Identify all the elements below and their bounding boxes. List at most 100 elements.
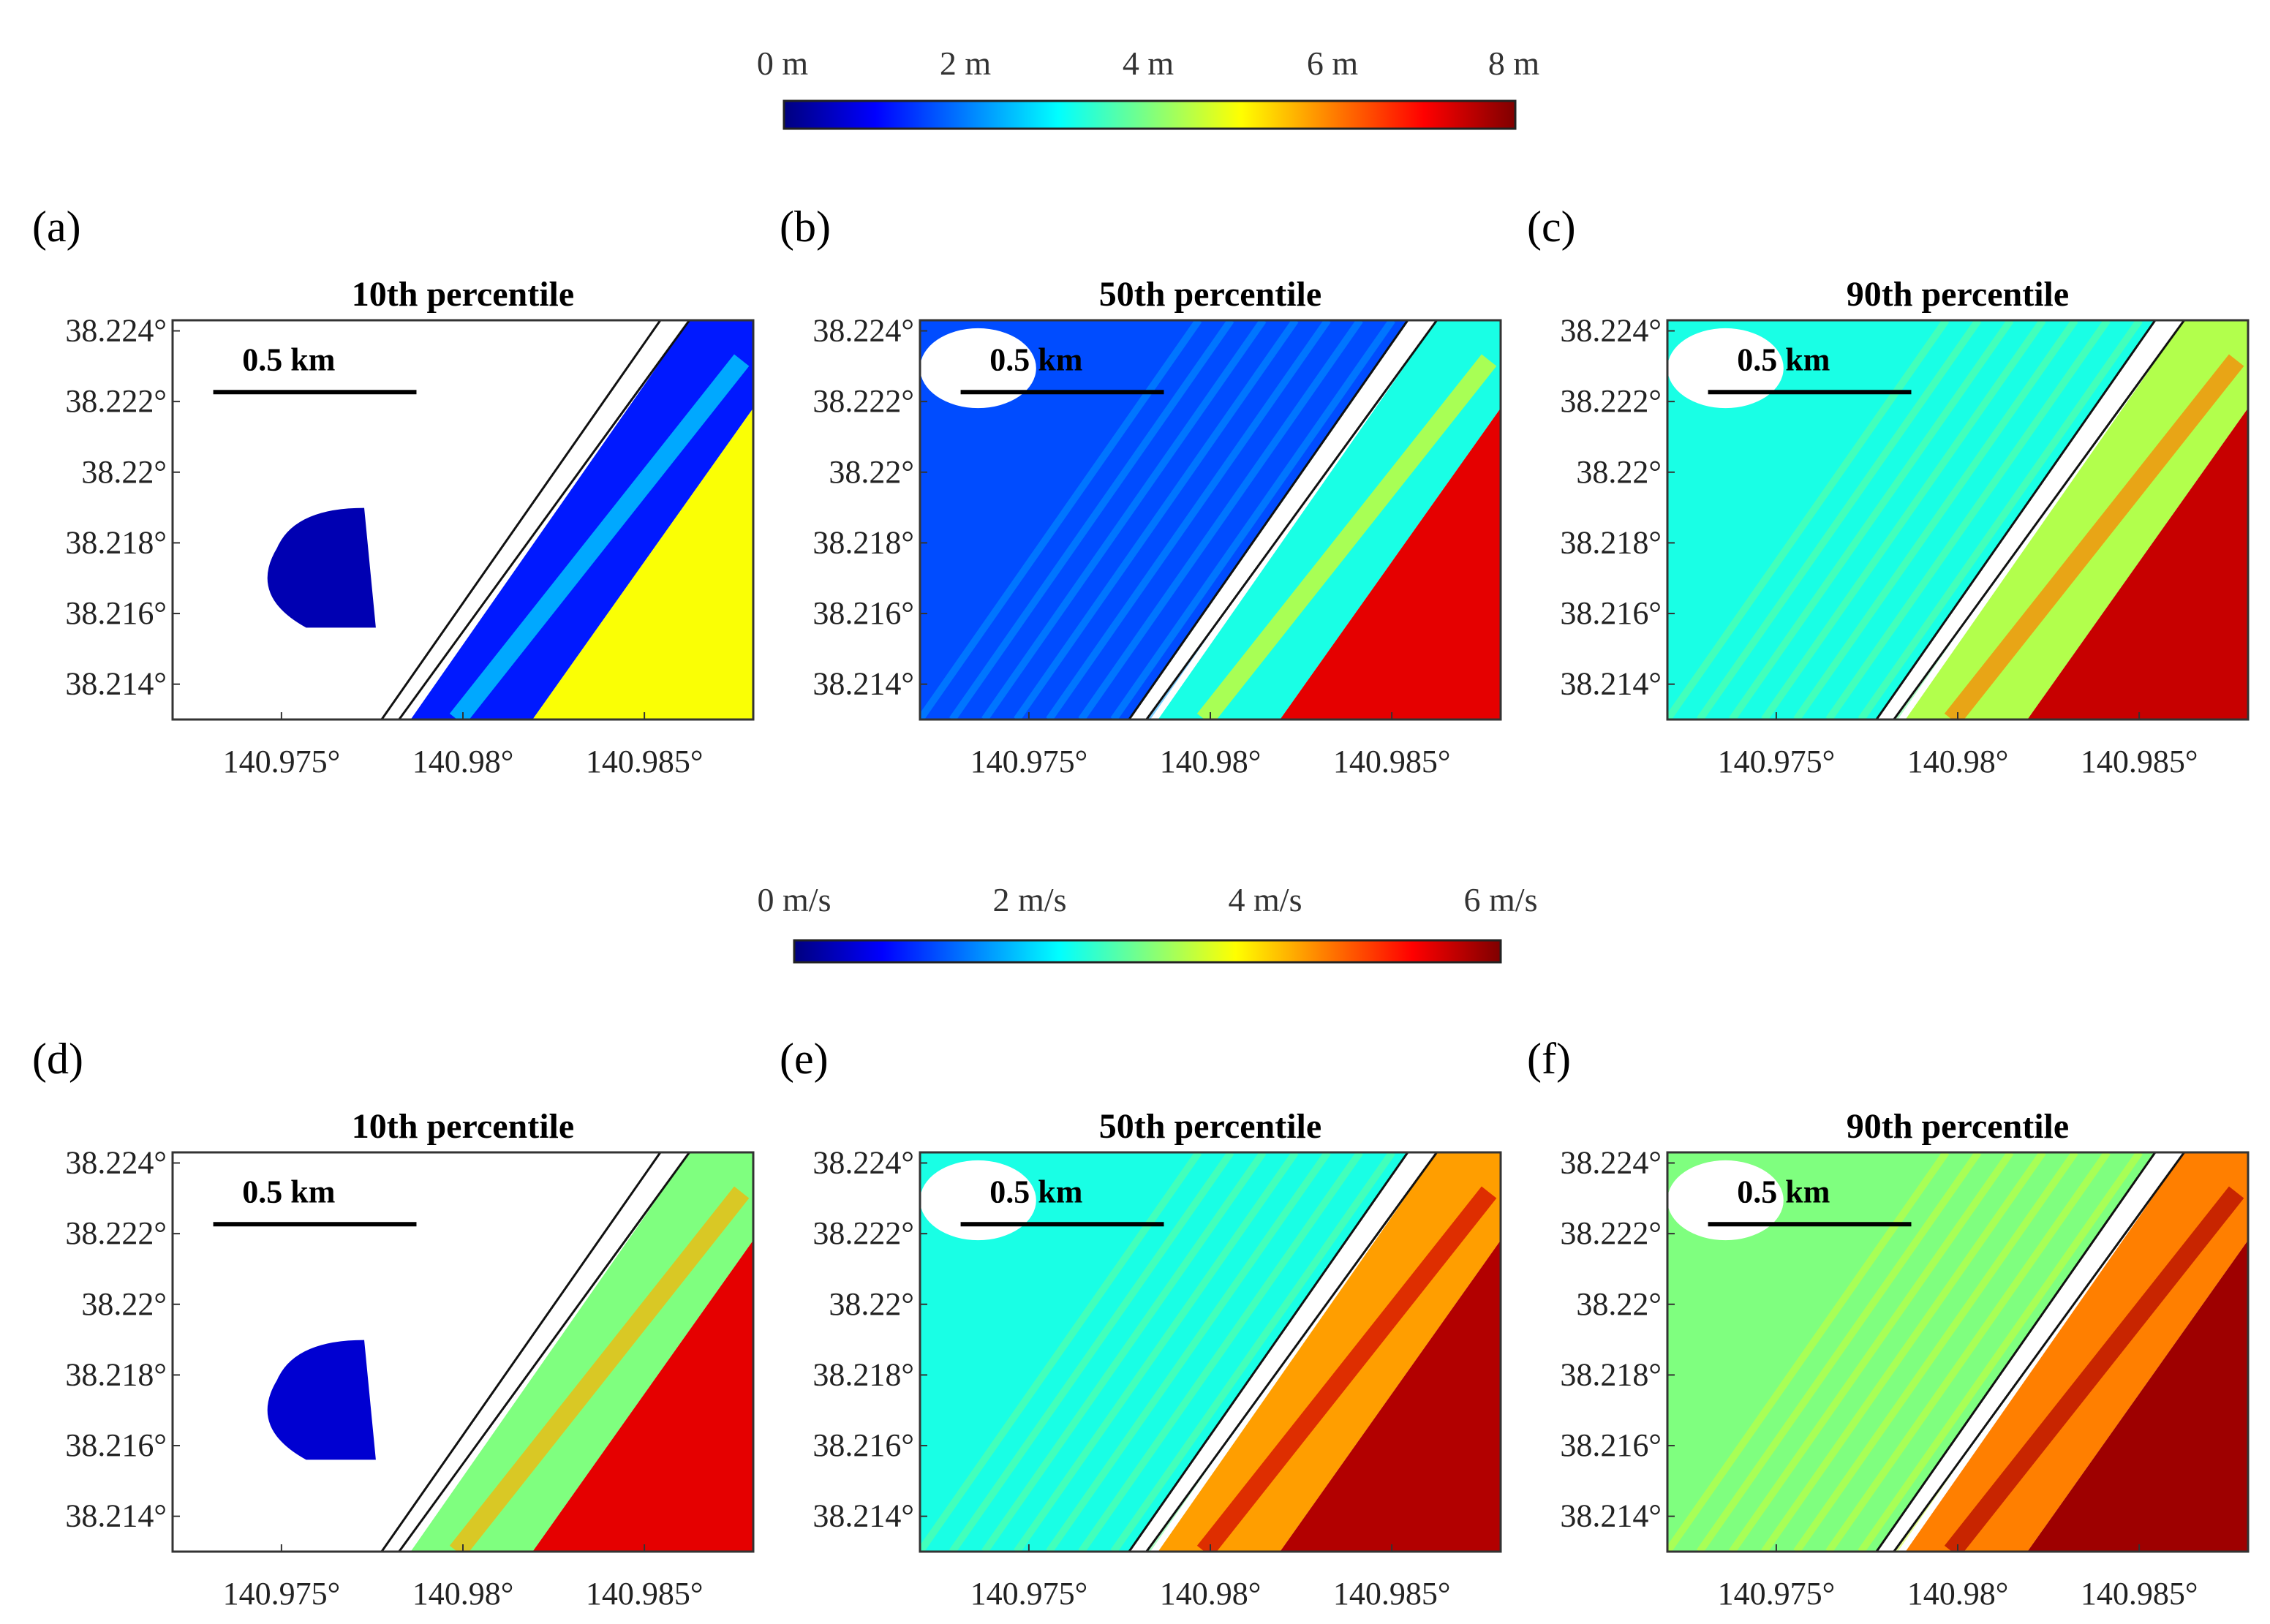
y-tick-label: 38.214° [65,666,167,702]
inland-flood-zone [920,1152,1408,1552]
strip-band [1196,354,1497,720]
y-tick-label: 38.218° [1560,1356,1662,1392]
panel-e: (e) 50th percentile 38.214° 38.216° 38.218° 3… [780,1035,1502,1612]
land-texture [1110,320,1395,720]
scale-bar-label: 0.5 km [242,341,335,377]
land-texture [1110,1152,1395,1552]
panel-title: 90th percentile [1847,275,2069,314]
y-tick-label: 38.22° [829,454,914,490]
y-tick-label: 38.224° [1560,1144,1662,1180]
land-texture [1014,1152,1299,1552]
land-texture [1046,320,1331,720]
panel-b: (b) 50th percentile 38.214° 38.216° 38.218° 3… [780,203,1502,779]
land-texture [1825,320,2111,720]
land-texture [920,1152,1202,1552]
x-tick-label: 140.985° [2081,1576,2198,1612]
depth-colorbar-label: 4 m [1123,45,1174,82]
land-texture [1078,1152,1363,1552]
panel-title: 50th percentile [1099,1107,1321,1146]
panel-label: (a) [32,203,81,251]
coastal-strip [1158,320,1501,720]
inland-flood-patch [267,507,376,628]
y-tick-label: 38.224° [812,1144,914,1180]
x-tick-label: 140.98° [1907,1576,2009,1612]
panel-title: 10th percentile [352,1107,574,1146]
land-texture [1014,320,1299,720]
inland-flood-zone [920,320,1408,720]
velocity-colorbar-label: 4 m/s [1229,881,1302,918]
panel-label: (e) [780,1035,829,1083]
y-tick-label: 38.224° [812,312,914,348]
seawall [1875,1152,2186,1552]
y-tick-label: 38.222° [812,1215,914,1251]
y-tick-label: 38.222° [1560,383,1662,419]
y-tick-label: 38.222° [65,1215,167,1251]
y-tick-label: 38.22° [1576,1286,1662,1322]
y-tick-label: 38.222° [1560,1215,1662,1251]
x-tick-label: 140.98° [412,1576,514,1612]
y-tick-label: 38.216° [65,595,167,631]
heatmap-area [1667,320,2248,720]
scale-bar-label: 0.5 km [989,1174,1082,1209]
y-tick-label: 38.214° [1560,666,1662,702]
dry-area [920,328,1036,409]
y-tick-label: 38.218° [65,524,167,560]
sea-zone [1280,1240,1501,1552]
velocity-colorbar-label: 2 m/s [993,881,1067,918]
y-tick-label: 38.214° [65,1498,167,1534]
land-texture [1793,320,2078,720]
strip-band [1196,1186,1497,1552]
y-tick-label: 38.22° [81,1286,167,1322]
y-tick-label: 38.214° [1560,1498,1662,1534]
x-tick-label: 140.975° [970,744,1088,779]
inland-flood-patch [267,1340,376,1460]
land-texture [1667,1152,1950,1552]
dry-area [920,1160,1036,1241]
coastal-strip [410,1152,753,1552]
land-texture [1046,1152,1331,1552]
y-tick-label: 38.22° [829,1286,914,1322]
scale-bar-label: 0.5 km [242,1174,335,1209]
land-texture [1858,1152,2143,1552]
depth-colorbar-label: 6 m [1307,45,1359,82]
panel-a: (a) 10th percentile 38.214° 38.216° 38.218° 3… [32,203,755,779]
x-tick-label: 140.975° [1718,1576,1836,1612]
seawall [380,1152,691,1552]
x-tick-label: 140.975° [223,1576,341,1612]
panel-label: (b) [780,203,831,251]
coastal-strip [1158,1152,1501,1552]
coastal-strip [410,320,753,720]
panel-label: (d) [32,1035,83,1083]
x-tick-label: 140.985° [2081,744,2198,779]
land-texture [1697,320,1982,720]
y-tick-label: 38.218° [1560,524,1662,560]
land-texture [1825,1152,2111,1552]
y-tick-label: 38.218° [65,1356,167,1392]
velocity-colorbar-label: 6 m/s [1464,881,1538,918]
x-tick-label: 140.985° [586,1576,704,1612]
velocity-colorbar-label: 0 m/s [758,881,832,918]
depth-colorbar-label: 2 m [940,45,992,82]
y-tick-label: 38.214° [812,1498,914,1534]
heatmap-area [920,320,1501,720]
strip-band [449,354,750,720]
strip-band [449,1186,750,1552]
y-tick-label: 38.216° [1560,595,1662,631]
land-texture [1793,1152,2078,1552]
land-texture [981,1152,1267,1552]
coastal-strip [1905,320,2248,720]
y-tick-label: 38.22° [81,454,167,490]
dry-area [1667,1160,1784,1241]
x-tick-label: 140.975° [223,744,341,779]
x-tick-label: 140.985° [586,744,704,779]
scale-bar-label: 0.5 km [989,341,1082,377]
y-tick-label: 38.214° [812,666,914,702]
panel-title: 10th percentile [352,275,574,314]
scale-bar-label: 0.5 km [1737,1174,1830,1209]
scale-bar-label: 0.5 km [1737,341,1830,377]
land-texture [1858,320,2143,720]
y-tick-label: 38.216° [812,1427,914,1463]
inland-flood-zone [1667,1152,2155,1552]
heatmap-area [173,320,753,720]
